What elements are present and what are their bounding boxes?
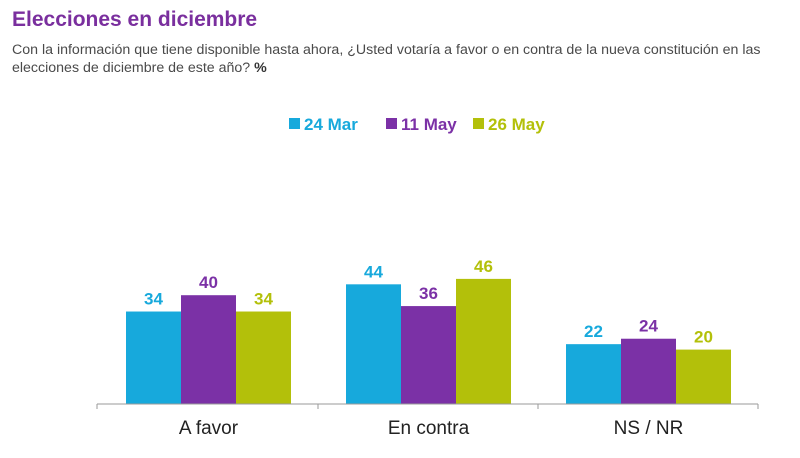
chart-subtitle: Con la información que tiene disponible … xyxy=(12,41,797,77)
chart-title: Elecciones en diciembre xyxy=(12,8,258,31)
x-tick-label-ns-nr: NS / NR xyxy=(614,418,684,439)
data-label-ns-nr-26-may: 20 xyxy=(694,328,713,347)
data-label-en-contra-24-mar: 44 xyxy=(364,262,383,281)
data-label-ns-nr-24-mar: 22 xyxy=(584,322,603,341)
legend-label-24-mar: 24 Mar xyxy=(304,115,358,134)
unit-label: % xyxy=(254,60,267,76)
legend-label-11-may: 11 May xyxy=(401,115,457,134)
data-label-en-contra-11-may: 36 xyxy=(419,284,438,303)
data-label-a-favor-26-may: 34 xyxy=(254,290,273,309)
bar-ns-nr-26-may xyxy=(676,349,731,404)
bar-a-favor-26-may xyxy=(236,311,291,404)
legend-label-26-may: 26 May xyxy=(488,115,545,134)
subtitle-question: Con la información que tiene disponible … xyxy=(12,42,761,76)
data-label-ns-nr-11-may: 24 xyxy=(639,317,658,336)
chart-legend: 24 Mar 11 May 26 May xyxy=(289,115,545,134)
bar-ns-nr-24-mar xyxy=(566,344,621,404)
legend-swatch-11-may xyxy=(386,118,397,129)
bar-a-favor-11-may xyxy=(181,295,236,404)
bar-en-contra-24-mar xyxy=(346,284,401,404)
data-label-a-favor-24-mar: 34 xyxy=(144,290,163,309)
legend-swatch-24-mar xyxy=(289,118,300,129)
bar-group: 34 40 34 44 36 46 22 24 20 xyxy=(126,257,731,404)
data-label-a-favor-11-may: 40 xyxy=(199,273,218,292)
x-tick-label-a-favor: A favor xyxy=(179,418,239,439)
bar-en-contra-11-may xyxy=(401,306,456,404)
data-label-en-contra-26-may: 46 xyxy=(474,257,493,276)
x-axis: A favor En contra NS / NR xyxy=(96,403,759,439)
legend-swatch-26-may xyxy=(473,118,484,129)
bar-ns-nr-11-may xyxy=(621,338,676,404)
bar-a-favor-24-mar xyxy=(126,311,181,404)
x-tick-label-en-contra: En contra xyxy=(388,418,470,439)
bar-en-contra-26-may xyxy=(456,278,511,404)
